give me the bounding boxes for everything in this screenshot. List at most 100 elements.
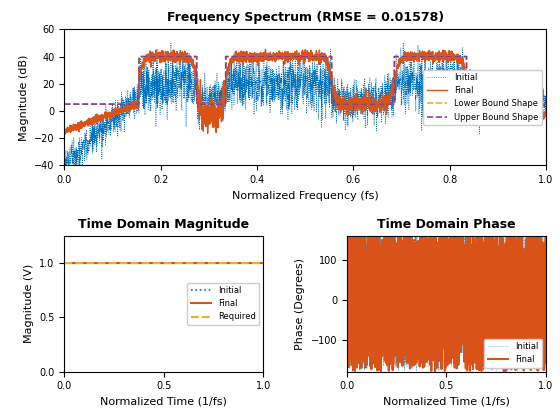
Final (246, 55, 253, 60)
Final (417, 226, 424, 231)
Required (254, 260, 261, 265)
Title: Frequency Spectrum (RMSE = 0.01578): Frequency Spectrum (RMSE = 0.01578) (167, 11, 444, 24)
Required (61, 260, 68, 265)
Final (158, 260, 165, 265)
X-axis label: Normalized Time (1/fs): Normalized Time (1/fs) (383, 397, 510, 407)
Initial (482, 87, 488, 92)
Upper Bound Shape (116, 102, 123, 107)
Required (152, 260, 159, 265)
Initial (71, 260, 78, 265)
Final (344, 350, 351, 355)
Initial (344, 238, 351, 243)
Final (482, 114, 488, 119)
Required (71, 260, 78, 265)
Final (435, 322, 442, 327)
X-axis label: Normalized Time (1/fs): Normalized Time (1/fs) (100, 397, 227, 407)
Initial (537, 366, 544, 371)
Initial (354, 235, 361, 240)
Initial (543, 96, 549, 101)
Initial (436, 369, 442, 374)
Upper Bound Shape (61, 102, 68, 107)
Final (61, 260, 68, 265)
Final (260, 260, 267, 265)
Line: Initial: Initial (64, 43, 546, 175)
Upper Bound Shape (246, 54, 253, 59)
Final (254, 260, 261, 265)
Line: Upper Bound Shape: Upper Bound Shape (64, 57, 546, 104)
Initial (116, 117, 123, 122)
Final (432, 369, 438, 374)
Final (62, 131, 69, 136)
Initial (61, 158, 68, 163)
Final (537, 279, 544, 284)
X-axis label: Normalized Frequency (fs): Normalized Frequency (fs) (232, 191, 379, 200)
Final (543, 298, 549, 303)
Lower Bound Shape (482, 102, 488, 107)
Initial (534, 87, 540, 92)
Initial (152, 260, 159, 265)
Final (152, 260, 159, 265)
Upper Bound Shape (144, 54, 151, 59)
Required (260, 260, 267, 265)
Lower Bound Shape (61, 102, 68, 107)
Initial (254, 260, 261, 265)
Initial (537, 316, 544, 321)
Upper Bound Shape (267, 54, 273, 59)
Line: Final: Final (347, 228, 546, 371)
Initial (400, 40, 407, 45)
Y-axis label: Phase (Degrees): Phase (Degrees) (295, 258, 305, 350)
Lower Bound Shape (116, 102, 123, 107)
Required (158, 260, 165, 265)
Final (534, 113, 540, 118)
Final (116, 108, 123, 113)
Lower Bound Shape (144, 54, 151, 59)
Lower Bound Shape (246, 54, 253, 59)
Y-axis label: Magnitude (dB): Magnitude (dB) (18, 54, 29, 141)
Lower Bound Shape (543, 102, 549, 107)
Required (254, 260, 261, 265)
Initial (218, 260, 225, 265)
Initial (158, 260, 165, 265)
Final (501, 316, 507, 321)
Initial (260, 260, 267, 265)
Final (71, 260, 78, 265)
Final (543, 114, 549, 119)
Legend: Initial, Final: Initial, Final (484, 339, 542, 368)
Final (441, 241, 447, 246)
Upper Bound Shape (136, 54, 142, 59)
Line: Lower Bound Shape: Lower Bound Shape (64, 57, 546, 104)
Initial (246, 66, 253, 71)
Lower Bound Shape (533, 102, 540, 107)
Initial (501, 284, 507, 289)
Final (354, 252, 361, 257)
Initial (403, 226, 409, 231)
Line: Initial: Initial (347, 228, 546, 371)
Initial (543, 329, 549, 334)
Upper Bound Shape (543, 102, 549, 107)
Required (218, 260, 225, 265)
Title: Time Domain Phase: Time Domain Phase (377, 218, 516, 231)
Final (262, 47, 269, 52)
Initial (435, 265, 442, 270)
Line: Final: Final (64, 50, 546, 134)
Upper Bound Shape (533, 102, 540, 107)
Final (267, 50, 274, 55)
Final (218, 260, 225, 265)
Initial (267, 110, 273, 116)
Initial (254, 260, 261, 265)
Final (144, 56, 151, 61)
Upper Bound Shape (482, 102, 488, 107)
Final (61, 129, 68, 134)
Initial (144, 72, 151, 77)
Final (254, 260, 261, 265)
Legend: Initial, Final, Required: Initial, Final, Required (187, 283, 259, 325)
Title: Time Domain Magnitude: Time Domain Magnitude (78, 218, 249, 231)
Legend: Initial, Final, Lower Bound Shape, Upper Bound Shape: Initial, Final, Lower Bound Shape, Upper… (423, 70, 542, 125)
Final (537, 260, 544, 265)
Initial (62, 172, 68, 177)
Initial (441, 244, 447, 249)
Initial (61, 260, 68, 265)
Lower Bound Shape (136, 54, 142, 59)
Lower Bound Shape (267, 54, 273, 59)
Y-axis label: Magnitude (V): Magnitude (V) (24, 264, 34, 344)
